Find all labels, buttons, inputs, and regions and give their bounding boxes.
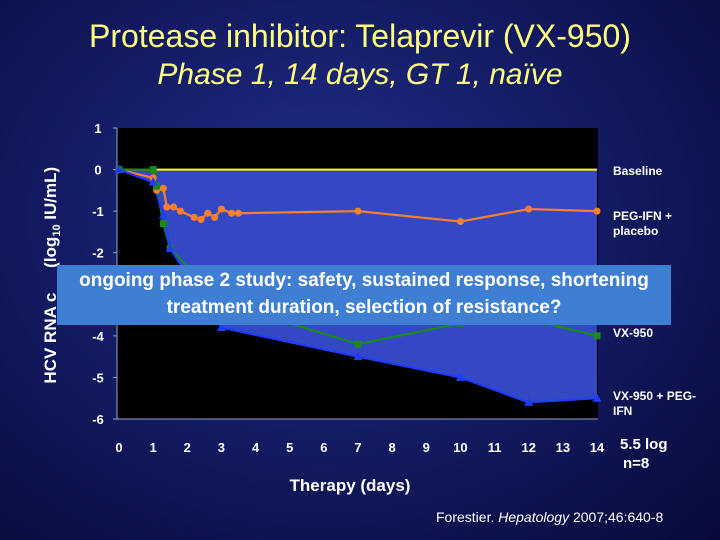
x-tick-label: 10 (453, 440, 467, 455)
x-tick-label: 4 (252, 440, 260, 455)
data-point-vx950 (149, 166, 157, 174)
x-tick-label: 6 (320, 440, 327, 455)
annotation-log-reduction: 5.5 log (620, 436, 668, 453)
x-tick-label: 7 (354, 440, 361, 455)
series-label-baseline: Baseline (613, 164, 663, 178)
y-axis-title-units-sub: 10 (51, 224, 64, 237)
x-tick-label: 13 (556, 440, 570, 455)
data-point-vx950-peg-ifn (524, 397, 534, 406)
data-point-peg-ifn-placebo (190, 213, 198, 221)
data-point-vx950-peg-ifn (216, 322, 226, 332)
x-tick-label: 8 (389, 440, 396, 455)
data-point-peg-ifn-placebo (228, 209, 236, 217)
x-tick-label: 11 (488, 440, 502, 455)
y-tick-label: -1 (92, 204, 104, 219)
data-point-vx950-peg-ifn (114, 164, 124, 174)
x-tick-label: 14 (590, 440, 605, 455)
x-tick-label: 12 (521, 440, 535, 455)
y-axis-title-units-pre: (log (40, 236, 60, 268)
slide-title: Protease inhibitor: Telaprevir (VX-950) (89, 18, 631, 54)
data-point-peg-ifn-placebo (217, 205, 225, 213)
citation-author: Forestier. (436, 509, 499, 525)
data-point-vx950-peg-ifn (165, 243, 175, 253)
x-tick-label: 9 (423, 440, 430, 455)
data-point-peg-ifn-placebo (197, 215, 205, 223)
x-axis-ticks: 0 1 2 3 4 5 6 7 8 9 10 11 12 13 14 (115, 440, 605, 455)
series-label-peg-ifn-placebo: PEG-IFN + placebo (613, 209, 673, 238)
x-axis-title: Therapy (days) (289, 476, 411, 495)
data-point-peg-ifn-placebo (163, 203, 171, 211)
data-point-vx950-peg-ifn (148, 177, 158, 186)
y-tick-label: -2 (92, 246, 104, 261)
data-point-vx950-peg-ifn (353, 351, 363, 361)
data-point-vx950-peg-ifn (592, 393, 602, 402)
data-point-peg-ifn-placebo (170, 203, 178, 211)
data-point-vx950 (159, 220, 167, 228)
series-label-vx950-peg-ifn: VX-950 + PEG-IFN (613, 389, 697, 418)
callout-banner-text: ongoing phase 2 study: safety, sustained… (79, 270, 649, 318)
x-tick-label: 2 (184, 440, 191, 455)
citation: Forestier. Hepatology 2007;46:640-8 (436, 509, 663, 525)
x-tick-label: 1 (150, 440, 157, 455)
data-point-vx950 (153, 182, 161, 190)
data-point-peg-ifn-placebo (354, 207, 362, 215)
y-axis-title-units-post: IU/mL) (40, 166, 60, 225)
data-point-vx950 (593, 332, 601, 340)
data-point-peg-ifn-placebo (593, 207, 601, 215)
citation-journal: Hepatology (498, 509, 570, 525)
y-tick-label: -6 (92, 412, 104, 427)
series-label-vx950: VX-950 (613, 326, 654, 340)
x-tick-label: 3 (218, 440, 225, 455)
y-tick-label: -4 (92, 329, 104, 344)
citation-details: 2007;46:640-8 (569, 509, 664, 525)
y-tick-label: -5 (92, 370, 104, 385)
x-tick-label: 5 (286, 440, 293, 455)
data-point-peg-ifn-placebo (235, 209, 242, 217)
callout-banner: ongoing phase 2 study: safety, sustained… (57, 265, 671, 325)
data-point-vx950-peg-ifn (158, 210, 168, 219)
slide-subtitle: Phase 1, 14 days, GT 1, naïve (157, 58, 563, 91)
data-point-vx950-peg-ifn (455, 372, 465, 381)
x-tick-label: 0 (115, 440, 122, 455)
data-point-peg-ifn-placebo (525, 205, 533, 213)
data-point-peg-ifn-placebo (176, 207, 184, 215)
y-tick-label: 0 (94, 163, 101, 178)
annotation-sample-size: n=8 (623, 455, 650, 472)
data-point-peg-ifn-placebo (456, 218, 464, 226)
data-point-peg-ifn-placebo (159, 184, 167, 192)
y-tick-label: 1 (94, 121, 101, 136)
data-point-vx950 (354, 340, 362, 348)
data-point-peg-ifn-placebo (211, 213, 219, 221)
data-point-peg-ifn-placebo (204, 209, 212, 217)
